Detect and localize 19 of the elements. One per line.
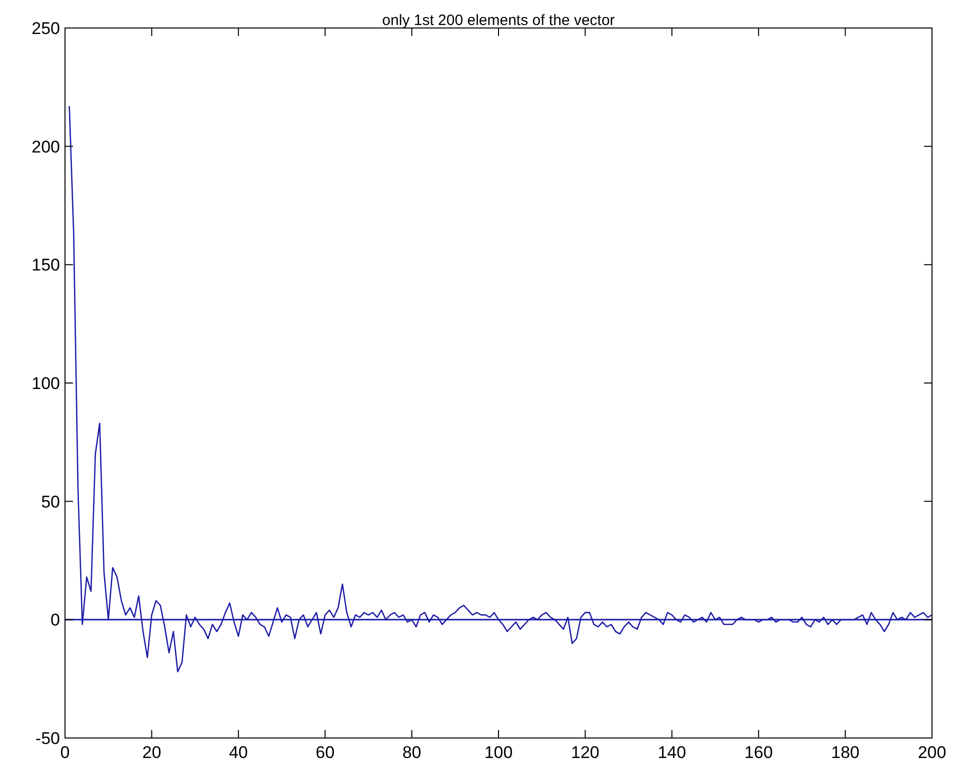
y-tick-label: 50 (41, 492, 60, 512)
y-tick-label: 200 (32, 137, 60, 156)
y-tick-label: -50 (35, 729, 60, 748)
x-tick-label: 160 (744, 743, 773, 762)
x-tick-label: 180 (831, 743, 860, 762)
x-tick-label: 120 (571, 743, 600, 762)
line-series (68, 105, 933, 672)
y-tick-label: 0 (50, 610, 60, 630)
x-tick-label: 140 (658, 743, 686, 762)
y-tick-label: 100 (32, 374, 60, 393)
x-tick-label: 100 (484, 743, 513, 762)
x-tick-label: 80 (402, 743, 422, 762)
y-tick-label: 150 (32, 256, 60, 275)
y-tick-label: 250 (32, 19, 60, 38)
x-tick-label: 200 (918, 743, 946, 762)
chart-title: only 1st 200 elements of the vector (382, 12, 615, 29)
x-tick-label: 60 (316, 743, 335, 762)
x-tick-label: 20 (142, 743, 162, 762)
x-tick-label: 40 (228, 743, 248, 762)
